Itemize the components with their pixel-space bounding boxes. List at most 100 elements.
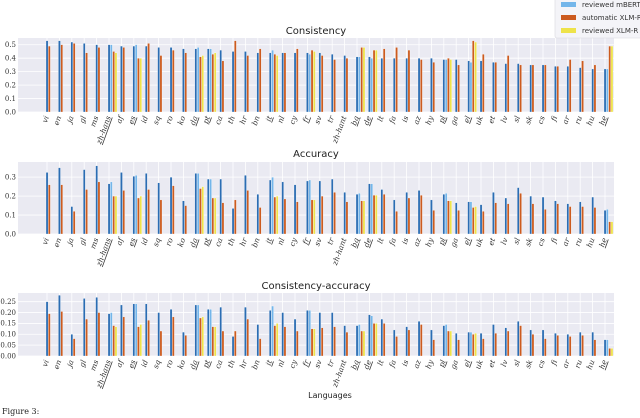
x-tick-label: sv <box>312 236 323 247</box>
bar-automatic-xlm-r-is <box>407 49 411 113</box>
bar-automatic-xlm-r-id <box>147 189 150 235</box>
bar-automatic-xlm-r-gl <box>85 189 88 235</box>
bar-automatic-xlm-r-th <box>234 40 237 113</box>
bar-automatic-mbert-ar <box>566 334 570 357</box>
bar-automatic-mbert-lv <box>504 63 508 113</box>
bar-automatic-xlm-r-ar <box>568 336 572 357</box>
x-tick-label: sl <box>511 236 522 246</box>
bar-automatic-mbert-ar <box>566 203 570 235</box>
bar-automatic-mbert-ko <box>182 200 185 235</box>
x-tick-label: ms <box>88 114 100 128</box>
bar-automatic-xlm-r-is <box>407 197 411 235</box>
y-tick-label: 0.4 <box>5 54 17 62</box>
x-tick-label: ro <box>164 114 175 125</box>
x-tick-label: tr <box>325 236 336 246</box>
bar-automatic-xlm-r-ru <box>581 60 584 113</box>
bar-automatic-mbert-ja <box>70 41 74 113</box>
bar-reviewed-xlm-r-he <box>610 45 614 113</box>
bar-reviewed-mbert-fr <box>308 310 311 357</box>
x-tick-label: uk <box>473 236 485 248</box>
bar-automatic-xlm-r-uk <box>482 211 485 235</box>
bar-reviewed-xlm-r-pl <box>449 59 452 113</box>
bar-reviewed-xlm-r-da <box>201 316 204 357</box>
bar-reviewed-xlm-r-bg <box>362 47 366 113</box>
bar-automatic-mbert-cy <box>293 184 297 235</box>
bar-automatic-mbert-zh-hans <box>107 183 111 235</box>
x-tick-label: ru <box>573 114 584 125</box>
y-tick-label: 0.5 <box>5 41 16 49</box>
x-tick-label: gl <box>77 358 88 368</box>
bar-automatic-xlm-r-fr <box>310 49 314 113</box>
y-tick-label: 0.2 <box>5 192 16 200</box>
bar-automatic-xlm-r-ru <box>581 335 584 357</box>
bar-automatic-xlm-r-sv <box>320 327 324 357</box>
x-tick-label: is <box>400 114 411 123</box>
bar-automatic-xlm-r-it <box>273 53 277 113</box>
bar-automatic-mbert-ro <box>169 47 173 113</box>
bar-automatic-mbert-el <box>467 331 470 357</box>
bar-reviewed-mbert-zh-hans <box>110 312 113 357</box>
bar-automatic-mbert-lv <box>504 327 508 357</box>
bar-reviewed-mbert-fr <box>308 179 311 235</box>
bar-reviewed-mbert-el <box>469 201 473 235</box>
x-tick-label: el <box>462 114 473 124</box>
x-tick-label: es <box>126 236 137 247</box>
bar-automatic-mbert-ar <box>566 66 570 113</box>
x-tick-label: he <box>597 236 609 248</box>
bar-automatic-mbert-he <box>603 210 607 235</box>
bar-automatic-xlm-r-cy <box>296 201 299 235</box>
x-tick-label: az <box>412 237 423 248</box>
bar-automatic-xlm-r-sk <box>531 334 535 357</box>
bar-automatic-xlm-r-ms <box>97 47 101 113</box>
bar-automatic-xlm-r-ga <box>457 64 460 113</box>
x-tick-label: sk <box>523 236 534 247</box>
bar-automatic-xlm-r-vi <box>48 184 51 235</box>
x-tick-label: de <box>362 114 374 126</box>
bar-automatic-mbert-es <box>132 176 136 235</box>
bar-automatic-xlm-r-bg <box>360 330 363 357</box>
bar-automatic-mbert-sk <box>529 329 532 357</box>
x-tick-label: cs <box>536 236 547 247</box>
x-tick-label: hu <box>585 236 597 248</box>
bar-automatic-mbert-th <box>231 336 235 357</box>
bar-automatic-xlm-r-ja <box>72 211 76 235</box>
legend-swatch <box>561 15 576 20</box>
bar-automatic-mbert-zh-hant <box>343 325 346 357</box>
x-tick-label: et <box>486 114 497 125</box>
bar-reviewed-xlm-r-he <box>610 348 614 357</box>
bar-reviewed-xlm-r-da <box>201 55 204 113</box>
x-tick-label: fi <box>549 359 560 368</box>
bar-automatic-mbert-hr <box>244 51 247 113</box>
bar-automatic-xlm-r-hu <box>593 339 597 357</box>
legend-swatch <box>561 2 576 7</box>
bar-automatic-xlm-r-pl <box>447 200 450 235</box>
y-tick-label: 0.20 <box>0 309 16 317</box>
x-tick-label: ar <box>560 114 571 125</box>
x-tick-label: en <box>52 358 64 370</box>
x-tick-label: pt <box>201 236 212 247</box>
x-tick-label: bn <box>250 114 262 126</box>
bar-automatic-mbert-fi <box>554 200 557 235</box>
bar-automatic-xlm-r-ar <box>568 206 572 235</box>
bar-automatic-mbert-id <box>145 173 148 235</box>
x-tick-label: fa <box>387 115 398 126</box>
bar-automatic-xlm-r-lv <box>506 203 510 235</box>
bar-reviewed-mbert-de <box>370 315 373 357</box>
bar-automatic-xlm-r-de <box>372 195 376 235</box>
bar-reviewed-mbert-da <box>196 304 200 357</box>
bar-reviewed-mbert-bg <box>358 193 361 235</box>
bar-automatic-xlm-r-vi <box>48 313 51 357</box>
x-tick-label: sq <box>151 114 162 125</box>
bar-automatic-xlm-r-fi <box>556 66 559 113</box>
bar-automatic-xlm-r-hr <box>246 55 249 113</box>
bar-reviewed-xlm-r-da <box>201 186 204 235</box>
bar-automatic-mbert-vi <box>45 172 49 235</box>
x-tick-label: lv <box>499 358 510 368</box>
bar-automatic-mbert-th <box>231 51 235 113</box>
bar-automatic-xlm-r-tr <box>333 192 336 235</box>
x-tick-label: cy <box>288 236 300 248</box>
bar-automatic-mbert-uk <box>479 204 483 235</box>
bar-automatic-xlm-r-lt <box>382 323 386 357</box>
x-tick-label: ko <box>176 358 188 370</box>
bar-automatic-xlm-r-es <box>137 326 140 357</box>
